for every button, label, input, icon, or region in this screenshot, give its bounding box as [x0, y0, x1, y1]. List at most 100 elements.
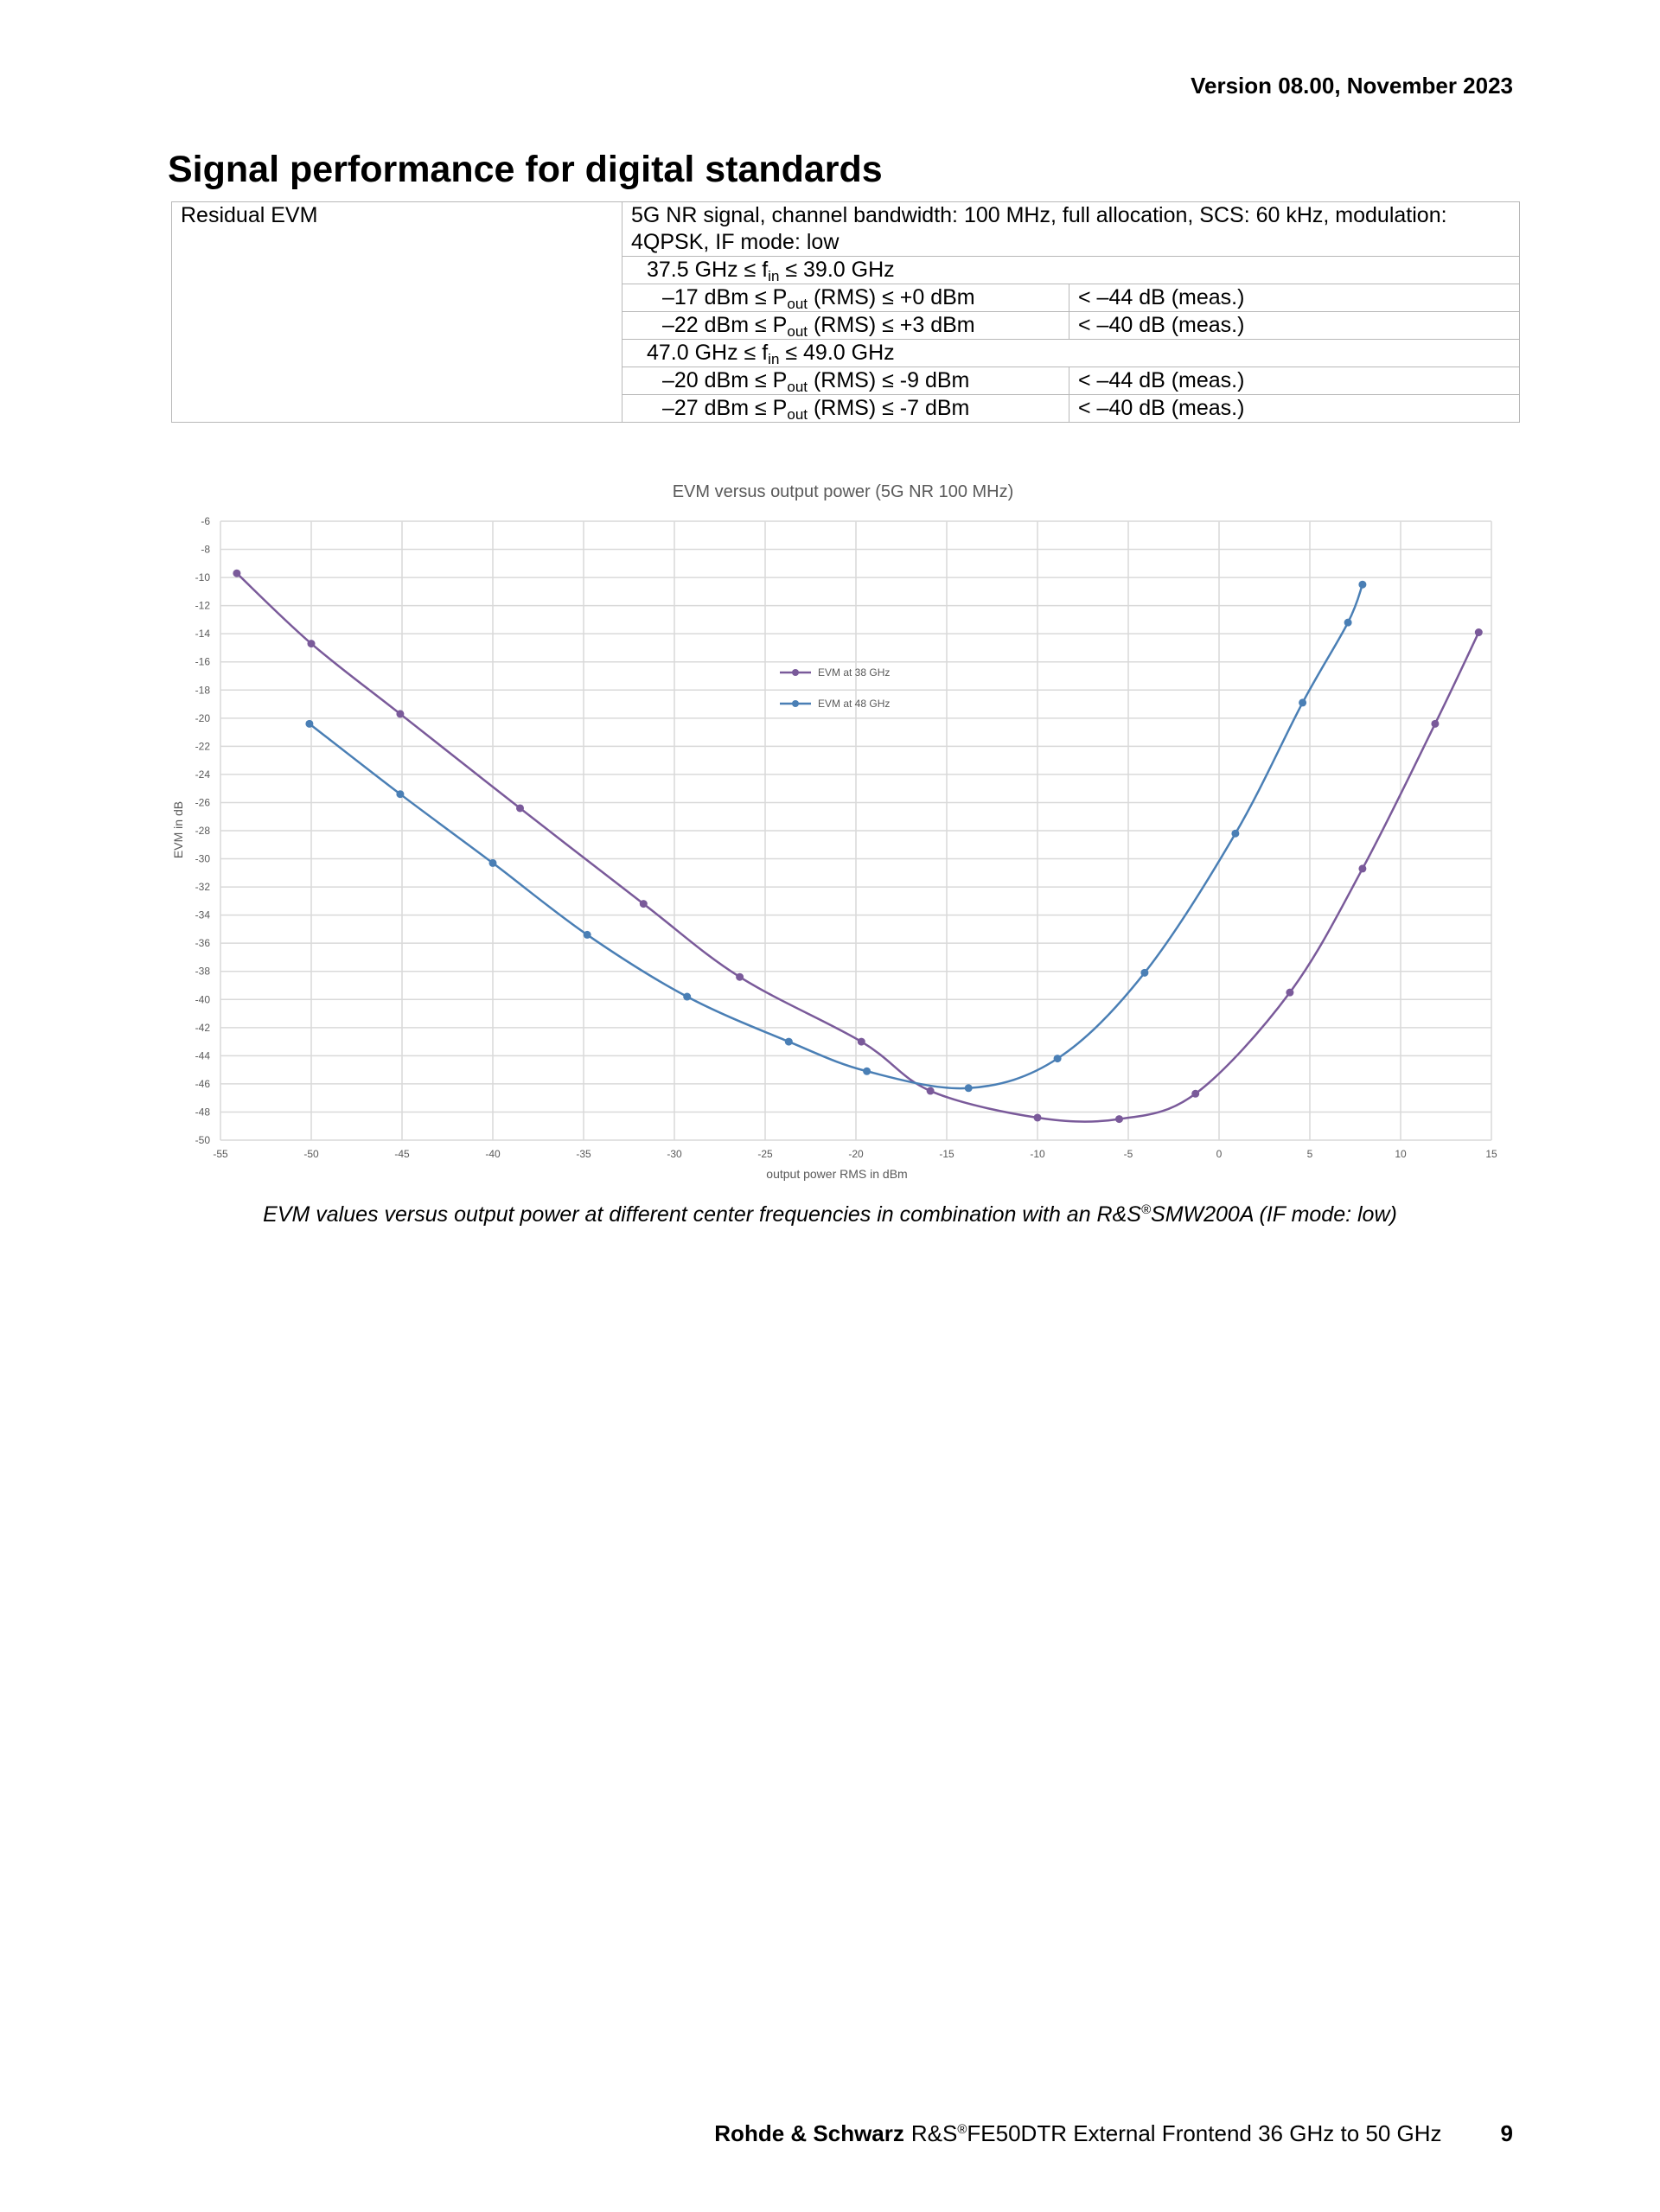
frequency-range-cell: 47.0 GHz ≤ fin ≤ 49.0 GHz — [622, 339, 1520, 367]
legend-label: EVM at 48 GHz — [818, 698, 890, 710]
data-point — [396, 710, 405, 718]
data-point — [1286, 988, 1294, 997]
legend-marker — [792, 669, 799, 676]
evm-value-cell: < –40 dB (meas.) — [1069, 394, 1520, 423]
data-point — [683, 992, 692, 1001]
data-point — [305, 719, 314, 728]
x-tick-label: 0 — [1216, 1148, 1223, 1160]
y-tick-label: -44 — [195, 1049, 211, 1061]
chart-grid — [220, 520, 1492, 1141]
x-tick-label: -20 — [848, 1148, 864, 1160]
y-tick-label: -28 — [195, 825, 211, 837]
y-tick-label: -26 — [195, 796, 211, 808]
y-tick-label: -46 — [195, 1078, 211, 1090]
spec-table: Residual EVM 5G NR signal, channel bandw… — [171, 201, 1520, 423]
table-row: 47.0 GHz ≤ fin ≤ 49.0 GHz — [172, 339, 1520, 367]
page-number: 9 — [1500, 2120, 1513, 2146]
chart-title: EVM versus output power (5G NR 100 MHz) — [673, 482, 1014, 501]
data-point — [1191, 1089, 1200, 1098]
data-point — [1115, 1115, 1123, 1124]
data-point — [307, 640, 316, 648]
y-tick-label: -8 — [201, 544, 210, 556]
frequency-range-cell: 37.5 GHz ≤ fin ≤ 39.0 GHz — [622, 256, 1520, 284]
data-point — [1358, 864, 1367, 873]
x-tick-label: -25 — [757, 1148, 773, 1160]
y-tick-label: -50 — [195, 1134, 211, 1146]
y-tick-label: -16 — [195, 656, 211, 668]
x-tick-label: 10 — [1395, 1148, 1407, 1160]
section-title: Signal performance for digital standards — [168, 149, 883, 190]
x-tick-label: -10 — [1030, 1148, 1045, 1160]
data-point — [964, 1084, 973, 1093]
y-tick-label: -42 — [195, 1022, 211, 1034]
data-point — [488, 858, 497, 867]
y-tick-label: -20 — [195, 712, 211, 724]
y-tick-label: -18 — [195, 684, 211, 696]
data-point — [1299, 698, 1307, 707]
table-row: –22 dBm ≤ Pout (RMS) ≤ +3 dBm < –40 dB (… — [172, 311, 1520, 340]
x-tick-label: -15 — [939, 1148, 954, 1160]
evm-chart: EVM versus output power (5G NR 100 MHz) … — [171, 482, 1497, 1181]
y-axis-label: EVM in dB — [171, 801, 185, 858]
y-tick-label: -24 — [195, 768, 211, 781]
document-version: Version 08.00, November 2023 — [1191, 73, 1513, 99]
x-tick-label: -35 — [576, 1148, 591, 1160]
data-point — [784, 1037, 793, 1046]
y-tick-label: -32 — [195, 881, 211, 893]
legend-label: EVM at 38 GHz — [818, 666, 890, 679]
power-range-cell: –27 dBm ≤ Pout (RMS) ≤ -7 dBm — [622, 394, 1069, 423]
power-range-cell: –22 dBm ≤ Pout (RMS) ≤ +3 dBm — [622, 311, 1069, 340]
y-tick-label: -48 — [195, 1106, 211, 1118]
table-row: 37.5 GHz ≤ fin ≤ 39.0 GHz — [172, 256, 1520, 284]
data-point — [926, 1087, 935, 1095]
y-tick-label: -30 — [195, 853, 211, 865]
y-tick-label: -34 — [195, 909, 211, 921]
chart-series — [233, 569, 1483, 1124]
footer-product: R&S®FE50DTR External Frontend 36 GHz to … — [910, 2120, 1442, 2146]
y-tick-label: -38 — [195, 966, 211, 978]
y-tick-label: -40 — [195, 993, 211, 1005]
power-range-cell: –20 dBm ≤ Pout (RMS) ≤ -9 dBm — [622, 367, 1069, 395]
data-point — [736, 972, 744, 981]
data-point — [1474, 628, 1483, 637]
x-tick-label: -5 — [1124, 1148, 1133, 1160]
data-point — [639, 900, 648, 908]
x-tick-label: -30 — [667, 1148, 682, 1160]
series-line-evm-at-48-ghz — [309, 583, 1364, 1090]
evm-value-cell: < –40 dB (meas.) — [1069, 311, 1520, 340]
legend-marker — [792, 700, 799, 707]
data-point — [583, 930, 591, 939]
evm-value-cell: < –44 dB (meas.) — [1069, 367, 1520, 395]
x-axis-label: output power RMS in dBm — [766, 1167, 907, 1181]
y-tick-label: -10 — [195, 571, 211, 583]
x-tick-label: -40 — [485, 1148, 501, 1160]
data-point — [1140, 968, 1149, 977]
x-tick-label: -55 — [213, 1148, 228, 1160]
page-footer: Rohde & Schwarz R&S®FE50DTR External Fro… — [714, 2120, 1513, 2147]
data-point — [1053, 1055, 1062, 1063]
data-point — [396, 790, 405, 799]
y-tick-label: -6 — [201, 515, 210, 527]
y-tick-label: -14 — [195, 628, 211, 640]
figure-caption: EVM values versus output power at differ… — [263, 1202, 1397, 1227]
chart-tick-labels: -6 -8 -10 -12 -14 -16 -18 -20 -22 -24 -26 -28 -30 -32… — [195, 515, 1497, 1160]
y-tick-label: -12 — [195, 600, 211, 612]
data-point — [1358, 580, 1367, 589]
data-point — [857, 1037, 865, 1046]
data-point — [233, 569, 241, 577]
parameter-cell: Residual EVM — [171, 201, 622, 423]
data-point — [863, 1067, 872, 1075]
table-row: Residual EVM 5G NR signal, channel bandw… — [171, 201, 1520, 423]
table-row: –27 dBm ≤ Pout (RMS) ≤ -7 dBm < –40 dB (… — [172, 394, 1520, 423]
data-point — [1231, 829, 1240, 838]
x-tick-label: -45 — [394, 1148, 410, 1160]
table-row: –17 dBm ≤ Pout (RMS) ≤ +0 dBm < –44 dB (… — [172, 284, 1520, 312]
data-point — [1344, 618, 1352, 627]
x-tick-label: 15 — [1485, 1148, 1497, 1160]
x-tick-label: 5 — [1307, 1148, 1313, 1160]
footer-company: Rohde & Schwarz — [714, 2120, 904, 2146]
condition-cell: 5G NR signal, channel bandwidth: 100 MHz… — [622, 201, 1520, 257]
series-line-evm-at-38-ghz — [236, 572, 1480, 1123]
data-point — [1033, 1113, 1042, 1122]
chart-legend: EVM at 38 GHz EVM at 48 GHz — [780, 666, 890, 710]
